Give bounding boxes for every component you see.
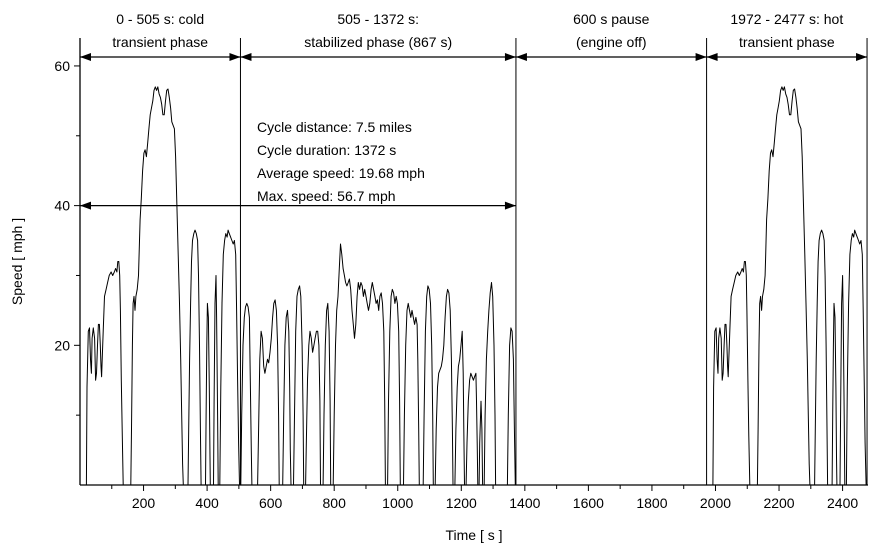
- phase-arrow: [515, 53, 707, 61]
- info-annotation: Max. speed: 56.7 mph: [257, 188, 396, 204]
- phase-label-line2: stabilized phase (867 s): [304, 34, 452, 50]
- arrow-head-left: [80, 201, 91, 210]
- cycle-duration-arrow: [80, 201, 516, 210]
- x-tick-label: 2400: [827, 495, 858, 511]
- x-tick-label: 2000: [700, 495, 731, 511]
- phase-label-line1: 1972 - 2477 s: hot: [730, 11, 843, 27]
- x-tick-label: 1400: [509, 495, 540, 511]
- info-annotation: Cycle distance: 7.5 miles: [257, 119, 412, 135]
- arrow-head-left: [515, 53, 527, 61]
- x-tick-label: 1000: [382, 495, 413, 511]
- arrow-head-right: [504, 201, 516, 210]
- phase-labels: 0 - 505 s: cold transient phase 505 - 1372…: [112, 11, 843, 50]
- arrow-head-left: [706, 53, 718, 61]
- x-tick-label: 200: [132, 495, 156, 511]
- arrow-head-left: [240, 53, 252, 61]
- cycle-info-annotations: Cycle distance: 7.5 miles Cycle duration:…: [257, 119, 425, 204]
- phase-label-line2: transient phase: [112, 34, 208, 50]
- y-tick-label: 40: [54, 198, 70, 214]
- series-layer: [85, 86, 867, 486]
- arrow-head-left: [80, 53, 91, 61]
- arrow-head-right: [229, 53, 241, 61]
- y-axis-ticks: 20 40 60: [54, 58, 80, 416]
- phase-boundary-lines: [239, 38, 868, 485]
- phase-label-line1: 600 s pause: [573, 11, 649, 27]
- phase-label-line2: transient phase: [739, 34, 835, 50]
- x-axis-ticks: 200 400 600 800 1000 1200 1400 1600 1800 2000 2200…: [111, 485, 858, 511]
- phase-arrows: [80, 53, 868, 61]
- speed-series-line: [85, 86, 867, 486]
- phase-arrow: [240, 53, 516, 61]
- x-tick-label: 800: [323, 495, 347, 511]
- x-axis-title: Time [ s ]: [445, 527, 502, 543]
- phase-label-line1: 505 - 1372 s:: [337, 11, 419, 27]
- phase-label-line2: (engine off): [576, 34, 647, 50]
- x-tick-label: 1800: [636, 495, 667, 511]
- x-tick-label: 2200: [763, 495, 794, 511]
- arrow-head-right: [856, 53, 868, 61]
- arrow-head-right: [504, 53, 516, 61]
- phase-label-line1: 0 - 505 s: cold: [116, 11, 204, 27]
- x-tick-label: 1600: [573, 495, 604, 511]
- y-tick-label: 60: [54, 58, 70, 74]
- y-axis-title: Speed [ mph ]: [9, 218, 25, 305]
- info-annotation: Cycle duration: 1372 s: [257, 142, 396, 158]
- phase-arrow: [706, 53, 868, 61]
- info-annotation: Average speed: 19.68 mph: [257, 165, 425, 181]
- phase-arrow: [80, 53, 241, 61]
- cycle-arrow: [80, 201, 516, 210]
- x-tick-label: 1200: [446, 495, 477, 511]
- x-tick-label: 400: [195, 495, 219, 511]
- y-tick-label: 20: [54, 337, 70, 353]
- x-tick-label: 600: [259, 495, 283, 511]
- arrow-head-right: [695, 53, 707, 61]
